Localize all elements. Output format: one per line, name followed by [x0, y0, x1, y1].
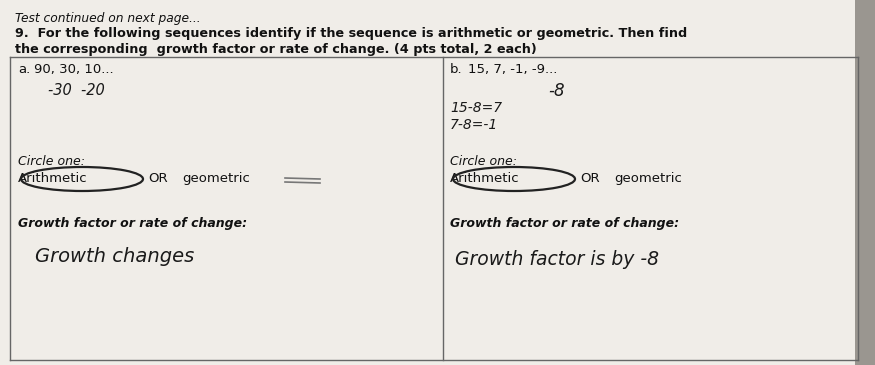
- Text: 9.  For the following sequences identify if the sequence is arithmetic or geomet: 9. For the following sequences identify …: [15, 27, 687, 40]
- Text: geometric: geometric: [614, 172, 682, 185]
- Text: the corresponding  growth factor or rate of change. (4 pts total, 2 each): the corresponding growth factor or rate …: [15, 43, 536, 56]
- Text: Arithmetic: Arithmetic: [18, 172, 88, 185]
- Text: 7-8=-1: 7-8=-1: [450, 118, 498, 132]
- Text: -30  -20: -30 -20: [48, 83, 105, 98]
- FancyBboxPatch shape: [855, 0, 875, 365]
- Text: Growth changes: Growth changes: [35, 247, 194, 266]
- Text: 90, 30, 10...: 90, 30, 10...: [34, 63, 114, 76]
- Text: Arithmetic: Arithmetic: [450, 172, 520, 185]
- Text: OR: OR: [580, 172, 599, 185]
- Text: b.: b.: [450, 63, 463, 76]
- Text: Circle one:: Circle one:: [18, 155, 85, 168]
- Text: 15, 7, -1, -9...: 15, 7, -1, -9...: [468, 63, 557, 76]
- Text: OR: OR: [148, 172, 168, 185]
- Text: geometric: geometric: [182, 172, 250, 185]
- Text: 15-8=7: 15-8=7: [450, 101, 502, 115]
- Text: Growth factor or rate of change:: Growth factor or rate of change:: [18, 217, 247, 230]
- Text: Growth factor is by -8: Growth factor is by -8: [455, 250, 659, 269]
- Text: Test continued on next page...: Test continued on next page...: [15, 12, 200, 25]
- Text: Growth factor or rate of change:: Growth factor or rate of change:: [450, 217, 679, 230]
- Text: Circle one:: Circle one:: [450, 155, 517, 168]
- Text: a.: a.: [18, 63, 31, 76]
- Text: -8: -8: [548, 82, 564, 100]
